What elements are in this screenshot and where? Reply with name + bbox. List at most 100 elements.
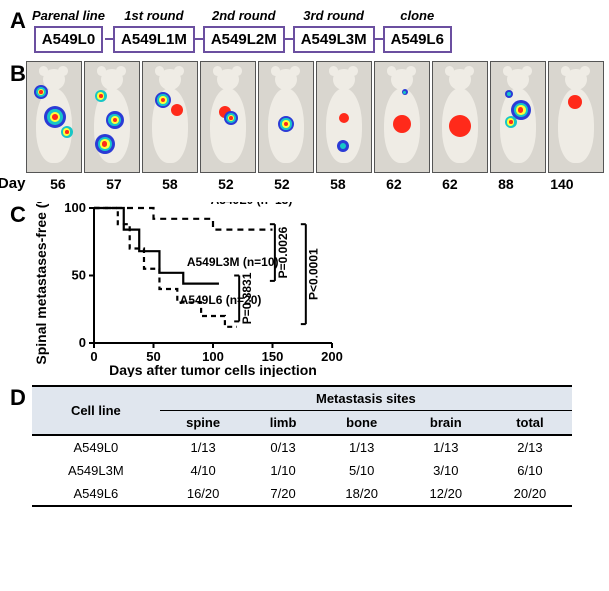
bli-signal bbox=[568, 95, 582, 109]
day-value: 52 bbox=[254, 176, 310, 192]
km-chart: 050100150200050100Days after tumor cells… bbox=[32, 202, 452, 377]
mouse-image bbox=[432, 61, 488, 173]
lineage-stage-caption: 3rd round bbox=[303, 8, 364, 26]
cell-cellline: A549L0 bbox=[32, 435, 160, 459]
series-label: A549L3M (n=10) bbox=[187, 255, 279, 269]
lineage-stage-caption: clone bbox=[400, 8, 434, 26]
bli-signal bbox=[161, 98, 165, 102]
day-word: Day bbox=[0, 175, 30, 192]
cell-value: 4/10 bbox=[160, 459, 247, 482]
day-value: 58 bbox=[310, 176, 366, 192]
bli-signal bbox=[39, 90, 43, 94]
bli-signal bbox=[284, 122, 288, 126]
bli-signal bbox=[509, 120, 513, 124]
mouse-column bbox=[200, 61, 256, 173]
mouse-ear-icon bbox=[580, 66, 590, 76]
cell-value: 1/13 bbox=[404, 435, 488, 459]
cell-value: 7/20 bbox=[247, 482, 320, 506]
lineage-diagram: Parenal lineA549L01st roundA549L1M2nd ro… bbox=[32, 8, 452, 53]
th-site: brain bbox=[404, 411, 488, 436]
mouse-image bbox=[548, 61, 604, 173]
lineage-stage-caption: 2nd round bbox=[212, 8, 276, 26]
cell-value: 3/10 bbox=[404, 459, 488, 482]
mouse-image bbox=[26, 61, 82, 173]
metastasis-table: Cell lineMetastasis sitesspinelimbbonebr… bbox=[32, 385, 572, 507]
pvalue-text: P<0.0001 bbox=[307, 248, 321, 300]
mouse-image bbox=[142, 61, 198, 173]
lineage-connector bbox=[375, 38, 383, 40]
mouse-ear-icon bbox=[116, 66, 126, 76]
day-value: 56 bbox=[30, 176, 86, 192]
day-value: 58 bbox=[142, 176, 198, 192]
day-value: 88 bbox=[478, 176, 534, 192]
day-value: 140 bbox=[534, 176, 590, 192]
table-row: A549L01/130/131/131/132/13 bbox=[32, 435, 572, 459]
mouse-ear-icon bbox=[58, 66, 68, 76]
th-site: spine bbox=[160, 411, 247, 436]
panel-c: C 050100150200050100Days after tumor cel… bbox=[10, 202, 599, 377]
cell-value: 1/13 bbox=[320, 435, 404, 459]
day-label-row: Day565758525258626288140 bbox=[0, 175, 604, 192]
lineage-stage: cloneA549L6 bbox=[383, 8, 452, 53]
mouse-image bbox=[374, 61, 430, 173]
mouse-column bbox=[26, 61, 82, 173]
mouse-ear-icon bbox=[464, 66, 474, 76]
mice-grid bbox=[26, 61, 604, 173]
lineage-connector bbox=[285, 38, 293, 40]
cell-value: 20/20 bbox=[488, 482, 572, 506]
cell-value: 18/20 bbox=[320, 482, 404, 506]
lineage-stage-box: A549L2M bbox=[203, 26, 285, 53]
mouse-ear-icon bbox=[406, 66, 416, 76]
cell-value: 0/13 bbox=[247, 435, 320, 459]
mouse-image bbox=[490, 61, 546, 173]
pvalue-text: P=0.0026 bbox=[276, 226, 290, 278]
bli-signal bbox=[449, 115, 471, 137]
mouse-body-icon bbox=[210, 88, 247, 163]
th-site: total bbox=[488, 411, 572, 436]
mouse-image bbox=[316, 61, 372, 173]
cell-value: 2/13 bbox=[488, 435, 572, 459]
y-tick-label: 0 bbox=[79, 335, 86, 350]
bli-signal bbox=[393, 115, 411, 133]
panel-c-label: C bbox=[10, 202, 32, 228]
mouse-ear-icon bbox=[522, 66, 532, 76]
cell-value: 12/20 bbox=[404, 482, 488, 506]
lineage-stage-box: A549L0 bbox=[34, 26, 103, 53]
pvalue-text: P=0.3831 bbox=[240, 272, 254, 324]
mouse-ear-icon bbox=[174, 66, 184, 76]
lineage-stage-caption: Parenal line bbox=[32, 8, 105, 26]
lineage-stage: 1st roundA549L1M bbox=[113, 8, 195, 53]
day-value: 57 bbox=[86, 176, 142, 192]
lineage-stage: 2nd roundA549L2M bbox=[203, 8, 285, 53]
mouse-column bbox=[548, 61, 604, 173]
km-series-A549L0 bbox=[94, 208, 273, 230]
x-tick-label: 200 bbox=[321, 349, 343, 364]
mouse-ear-icon bbox=[232, 66, 242, 76]
table-row: A549L616/207/2018/2012/2020/20 bbox=[32, 482, 572, 506]
panel-d: D Cell lineMetastasis sitesspinelimbbone… bbox=[10, 385, 599, 507]
mouse-body-icon bbox=[326, 88, 363, 163]
lineage-connector bbox=[195, 38, 203, 40]
day-value: 62 bbox=[422, 176, 478, 192]
series-label: A549L0 (n=13) bbox=[211, 202, 293, 207]
metastasis-table-wrap: Cell lineMetastasis sitesspinelimbbonebr… bbox=[32, 385, 572, 507]
mouse-column bbox=[258, 61, 314, 173]
lineage-stage-caption: 1st round bbox=[124, 8, 183, 26]
th-group: Metastasis sites bbox=[160, 386, 572, 411]
x-tick-label: 0 bbox=[90, 349, 97, 364]
th-cellline: Cell line bbox=[32, 386, 160, 435]
lineage-stage: Parenal lineA549L0 bbox=[32, 8, 105, 53]
mouse-column bbox=[490, 61, 546, 173]
mouse-column bbox=[84, 61, 140, 173]
lineage-stage-box: A549L1M bbox=[113, 26, 195, 53]
bli-signal bbox=[99, 94, 103, 98]
cell-cellline: A549L3M bbox=[32, 459, 160, 482]
table-row: A549L3M4/101/105/103/106/10 bbox=[32, 459, 572, 482]
mouse-ear-icon bbox=[290, 66, 300, 76]
mouse-image bbox=[84, 61, 140, 173]
mouse-column bbox=[142, 61, 198, 173]
day-value: 62 bbox=[366, 176, 422, 192]
panel-b: B Day565758525258626288140 bbox=[10, 61, 599, 192]
km-series-A549L3M bbox=[94, 208, 219, 284]
panel-d-label: D bbox=[10, 385, 32, 411]
